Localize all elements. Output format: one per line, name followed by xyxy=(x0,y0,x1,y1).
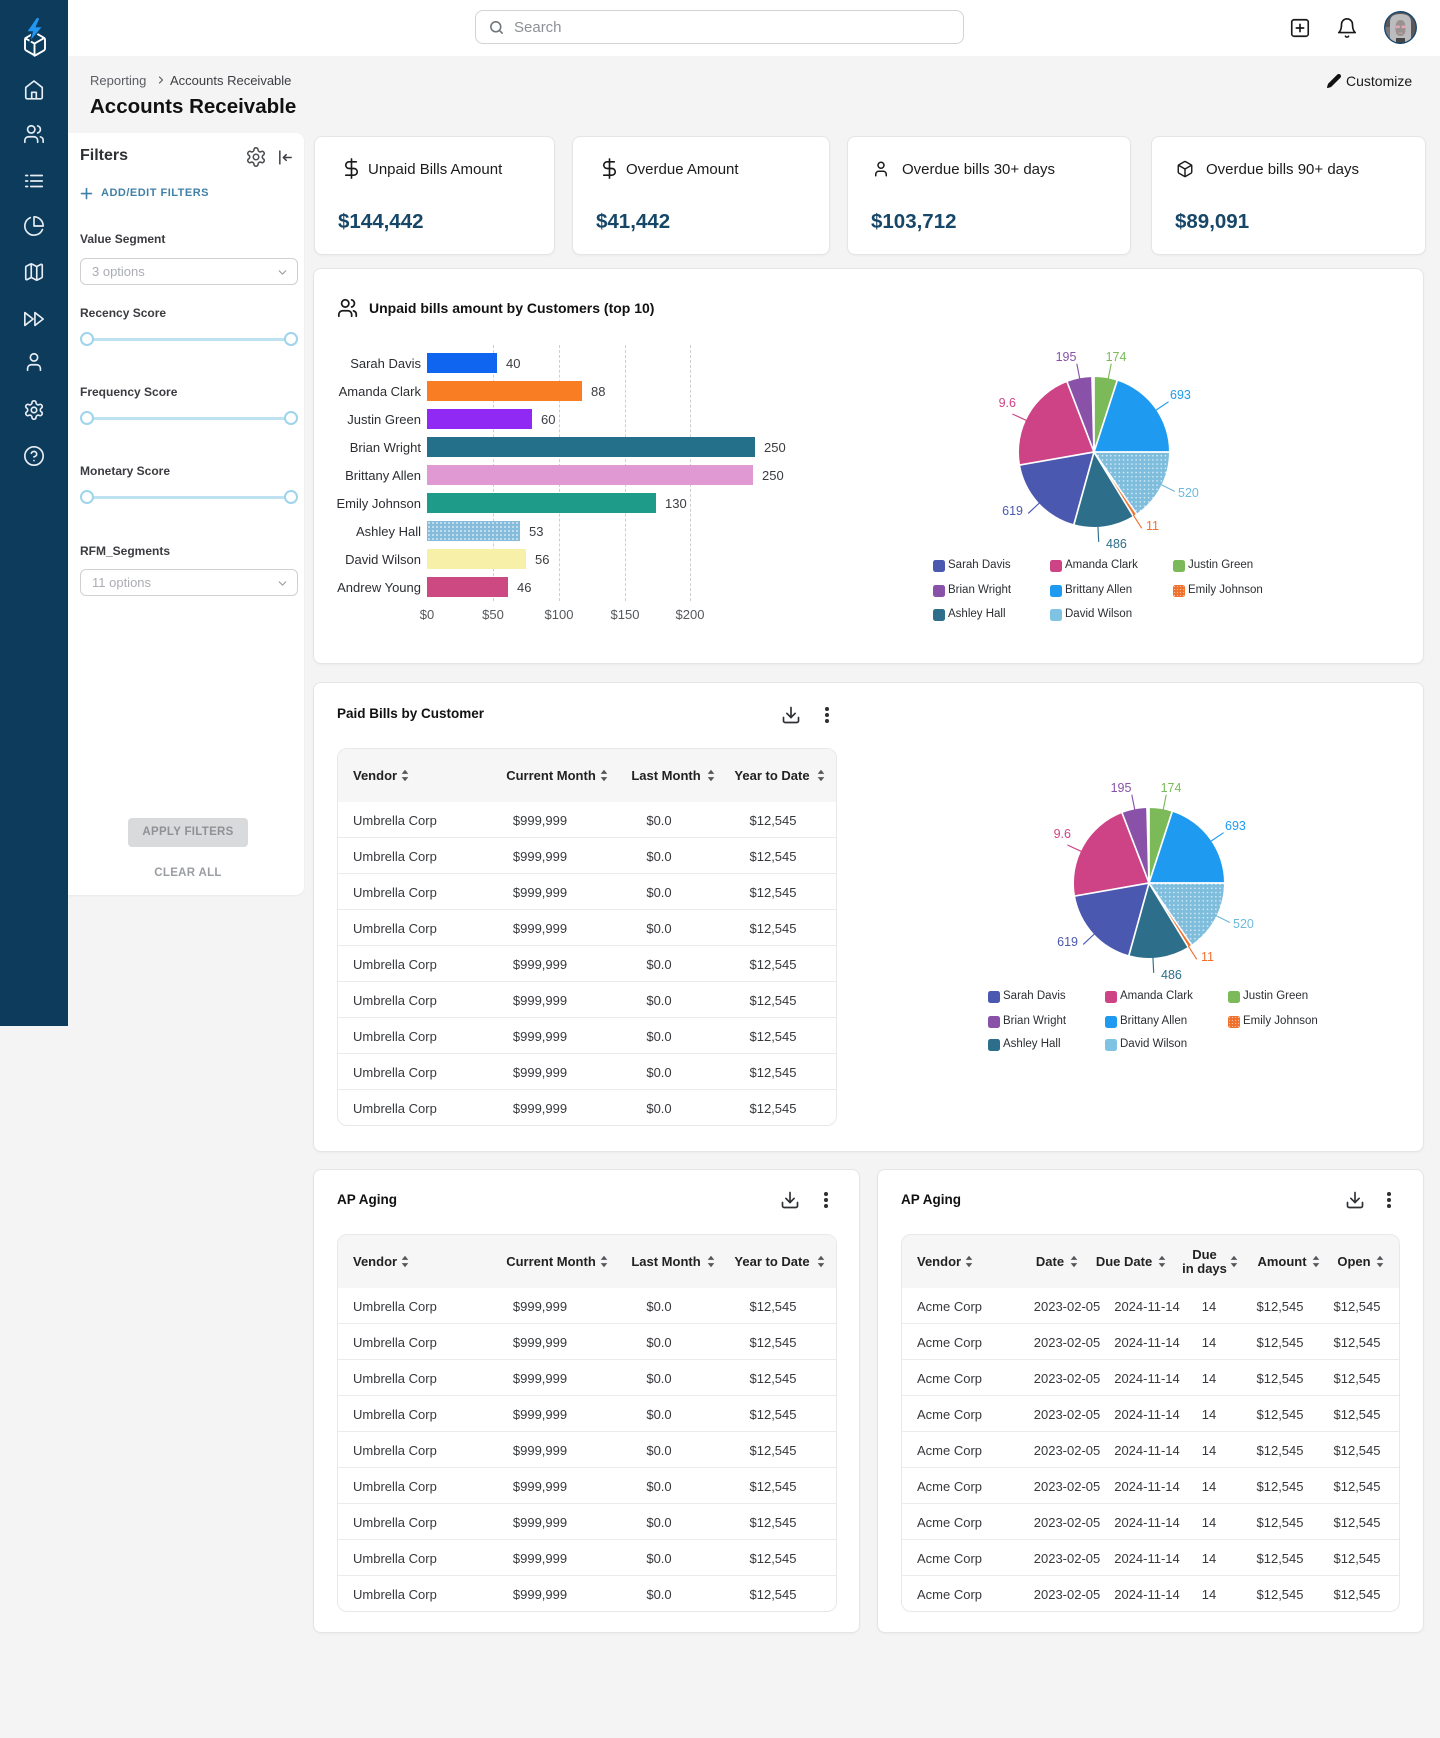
svg-text:619: 619 xyxy=(1002,504,1023,518)
svg-text:693: 693 xyxy=(1170,388,1191,402)
svg-text:174: 174 xyxy=(1106,350,1127,364)
svg-text:11: 11 xyxy=(1146,519,1159,533)
svg-text:195: 195 xyxy=(1111,781,1132,795)
svg-text:486: 486 xyxy=(1161,968,1182,982)
svg-text:195: 195 xyxy=(1056,350,1077,364)
svg-text:9.6: 9.6 xyxy=(1054,827,1071,841)
svg-text:11: 11 xyxy=(1201,950,1214,964)
svg-text:520: 520 xyxy=(1178,486,1199,500)
svg-text:9.6: 9.6 xyxy=(999,396,1016,410)
svg-text:174: 174 xyxy=(1161,781,1182,795)
svg-text:693: 693 xyxy=(1225,819,1246,833)
svg-text:486: 486 xyxy=(1106,537,1127,551)
svg-text:520: 520 xyxy=(1233,917,1254,931)
svg-text:619: 619 xyxy=(1057,935,1078,949)
